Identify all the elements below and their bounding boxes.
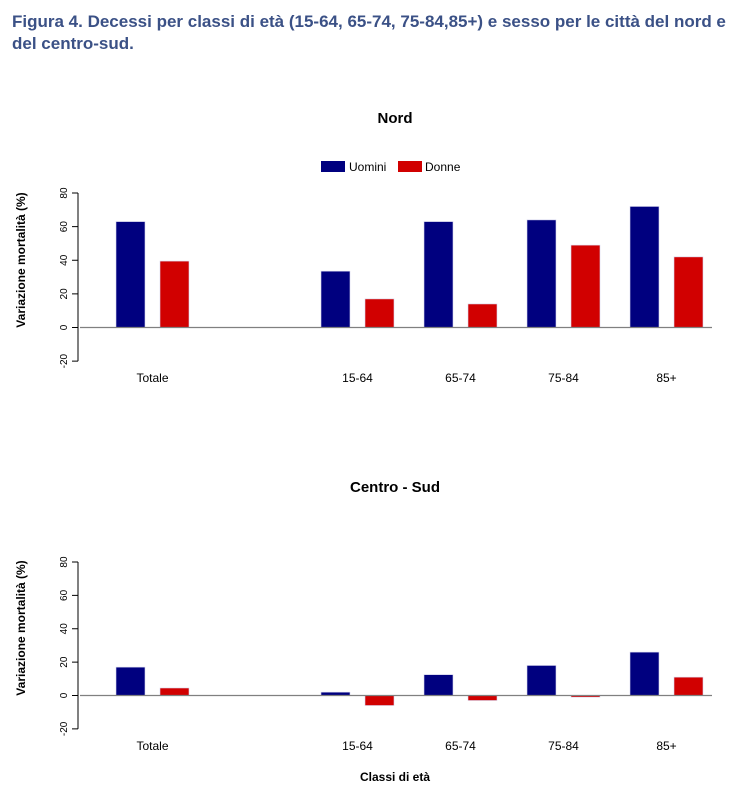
legend-swatch-uomini [321,161,345,172]
bar-uomini-75-84 [526,665,557,696]
legend-swatch-donne [398,161,422,172]
bar-uomini-Totale [115,221,146,328]
category-label: 85+ [656,739,676,753]
y-tick-label: 60 [59,589,70,601]
y-tick-label: 80 [59,187,70,199]
bar-uomini-15-64 [320,270,351,328]
category-label: Totale [136,739,168,753]
bar-donne-75-84 [570,244,601,328]
bar-uomini-65-74 [423,221,454,328]
y-tick-label: 20 [59,656,70,668]
y-tick-label: 80 [59,556,70,568]
y-tick-label: -20 [59,353,70,368]
bar-donne-Totale [159,687,190,696]
y-axis-label: Variazione mortalità (%) [14,192,28,327]
category-label: 65-74 [445,371,476,385]
y-tick-label: 60 [59,221,70,233]
legend-label-uomini: Uomini [349,160,386,174]
y-tick-label: 0 [59,692,70,698]
bar-uomini-65-74 [423,674,454,696]
bar-uomini-85+ [629,651,660,696]
y-tick-label: 40 [59,254,70,266]
bar-donne-15-64 [364,298,395,328]
bar-donne-65-74 [467,303,498,328]
bar-donne-65-74 [467,695,498,701]
category-label: Totale [136,371,168,385]
panel-title: Centro - Sud [350,479,440,496]
category-label: 75-84 [548,371,579,385]
bar-uomini-75-84 [526,219,557,328]
category-label: 15-64 [342,739,373,753]
category-label: 65-74 [445,739,476,753]
y-axis-label: Variazione mortalità (%) [14,560,28,695]
bar-uomini-85+ [629,206,660,328]
y-tick-label: 0 [59,324,70,330]
legend-label-donne: Donne [425,160,461,174]
category-label: 85+ [656,371,676,385]
bar-donne-85+ [673,256,704,328]
figure-title: Figura 4. Decessi per classi di età (15-… [12,12,726,53]
x-axis-label: Classi di età [360,770,430,784]
y-tick-label: -20 [59,721,70,736]
bar-donne-85+ [673,676,704,696]
category-label: 15-64 [342,371,373,385]
category-label: 75-84 [548,739,579,753]
bar-uomini-Totale [115,666,146,696]
y-tick-label: 20 [59,288,70,300]
y-tick-label: 40 [59,623,70,635]
panel-title: Nord [378,110,413,127]
bar-donne-Totale [159,260,190,328]
bar-donne-15-64 [364,695,395,706]
